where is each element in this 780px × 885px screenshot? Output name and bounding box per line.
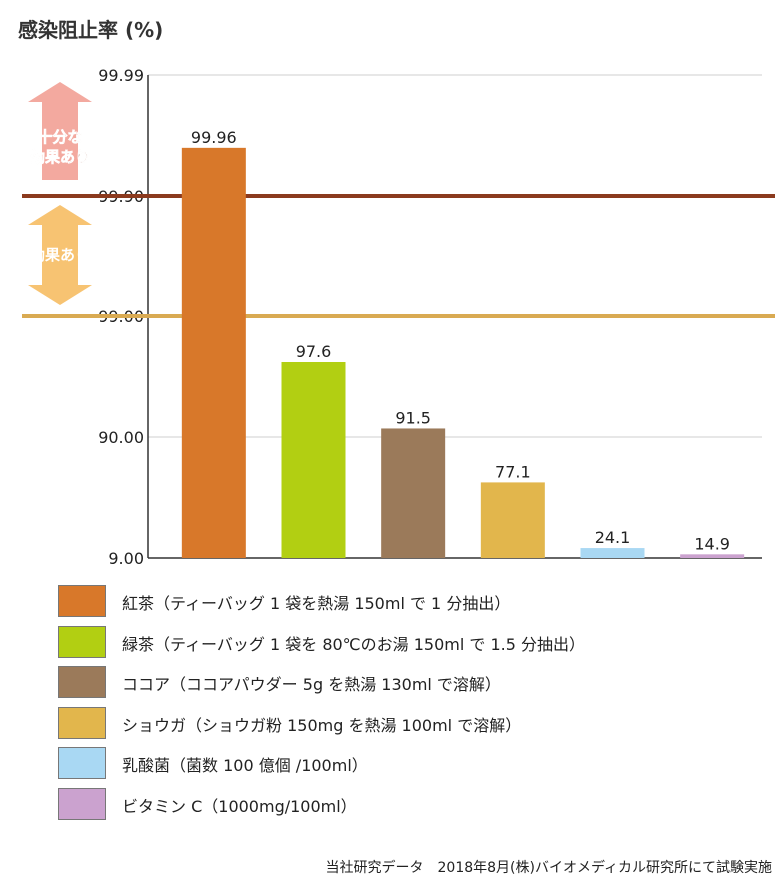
- legend-item: ビタミン C（1000mg/100ml）: [58, 787, 758, 820]
- legend-swatch: [58, 787, 106, 820]
- bar-value-label: 97.6: [296, 342, 332, 361]
- bar-value-label: 24.1: [595, 528, 631, 547]
- legend-label: ビタミン C（1000mg/100ml）: [122, 796, 357, 816]
- bar-value-label: 77.1: [495, 462, 531, 481]
- arrow-up-icon: [28, 82, 92, 180]
- band-label-effective: 効果あり: [30, 246, 90, 264]
- bar-乳酸菌: [580, 548, 645, 558]
- legend-item: 紅茶（ティーバッグ 1 袋を熱湯 150ml で 1 分抽出）: [58, 585, 758, 617]
- bar-紅茶: [181, 147, 246, 559]
- legend-item: ココア（ココアパウダー 5g を熱湯 130ml で溶解）: [58, 666, 758, 698]
- y-tick-label: 90.00: [98, 428, 144, 447]
- legend-label: 緑茶（ティーバッグ 1 袋を 80℃のお湯 150ml で 1.5 分抽出）: [122, 634, 586, 654]
- legend-label: 紅茶（ティーバッグ 1 袋を熱湯 150ml で 1 分抽出）: [122, 594, 511, 613]
- arrow-updown-icon: [28, 205, 92, 305]
- chart-plot: 99.9999.9099.0090.009.0099.9697.691.577.…: [22, 66, 775, 568]
- legend-item: 乳酸菌（菌数 100 億個 /100ml）: [58, 747, 758, 779]
- band-label-line2: 効果あり: [30, 148, 90, 166]
- bar-緑茶: [281, 362, 346, 558]
- legend-label: ショウガ（ショウガ粉 150mg を熱湯 100ml で溶解）: [122, 715, 522, 735]
- legend-swatch: [58, 625, 106, 658]
- legend-label: ココア（ココアパウダー 5g を熱湯 130ml で溶解）: [122, 675, 501, 694]
- legend-swatch: [58, 747, 106, 779]
- legend-item: ショウガ（ショウガ粉 150mg を熱湯 100ml で溶解）: [58, 706, 758, 739]
- bar-value-label: 99.96: [191, 128, 237, 147]
- legend-label: 乳酸菌（菌数 100 億個 /100ml）: [122, 756, 368, 775]
- bar-value-label: 14.9: [694, 534, 730, 553]
- bar-value-label: 91.5: [395, 408, 431, 427]
- y-axis-title: 感染阻止率 (%): [18, 18, 164, 42]
- band-label-line1: 十分な: [37, 128, 82, 146]
- footnote: 当社研究データ 2018年8月(株)バイオメディカル研究所にて試験実施: [325, 860, 772, 876]
- y-tick-label: 9.00: [108, 549, 144, 568]
- bar-ビタミンC: [680, 554, 745, 558]
- legend-swatch: [58, 706, 106, 739]
- legend-swatch: [58, 585, 106, 617]
- bar-ココア: [381, 428, 446, 558]
- legend-swatch: [58, 666, 106, 698]
- bar-ショウガ: [480, 482, 545, 558]
- y-tick-label: 99.99: [98, 66, 144, 85]
- legend-item: 緑茶（ティーバッグ 1 袋を 80℃のお湯 150ml で 1.5 分抽出）: [58, 625, 758, 658]
